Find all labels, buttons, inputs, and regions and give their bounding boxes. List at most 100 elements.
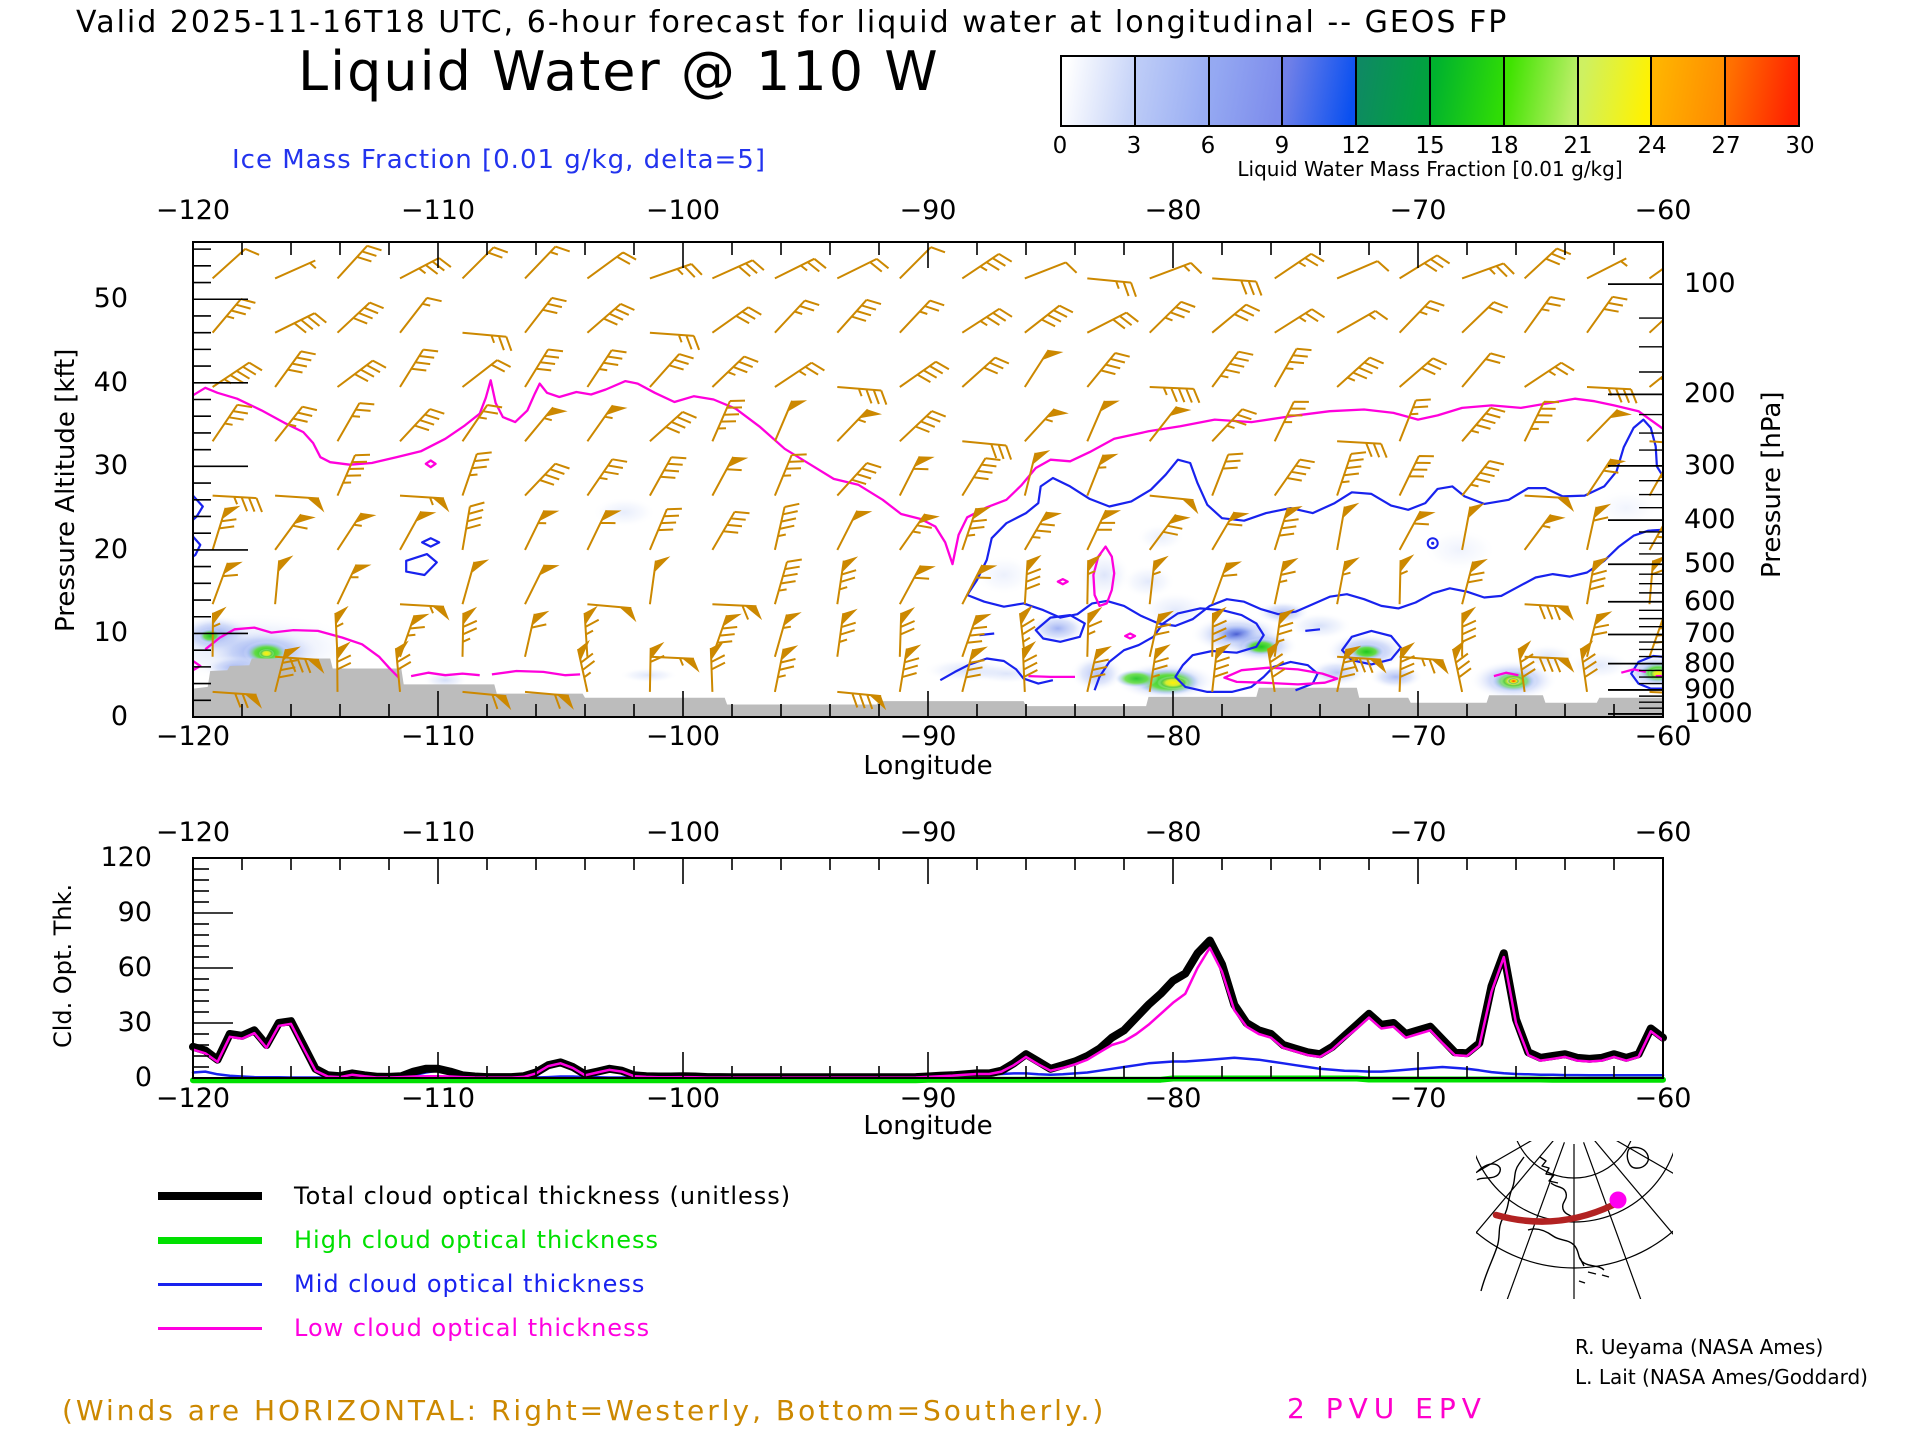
legend-item-mid: Mid cloud optical thickness xyxy=(158,1262,791,1306)
main-y-right-tick-label: 500 xyxy=(1684,548,1736,580)
lower-x-tick-label: −120 xyxy=(155,817,231,848)
main-y-left-tick-label: 40 xyxy=(93,366,128,398)
page-title: Liquid Water @ 110 W xyxy=(298,40,940,103)
epv-contour-label: 2 PVU EPV xyxy=(1287,1392,1487,1425)
main-x-tick-label: −90 xyxy=(899,721,957,752)
main-y-left-tick-label: 50 xyxy=(93,283,128,315)
lower-x-tick-label: −100 xyxy=(645,1083,721,1114)
optical-thickness-plot xyxy=(189,857,1667,1084)
main-x-tick-label: −110 xyxy=(400,721,476,752)
colorbar-segment xyxy=(1135,57,1210,125)
main-y-right-tick-label: 800 xyxy=(1684,647,1736,679)
main-x-tick-label: −110 xyxy=(400,195,476,226)
colorbar-tick-label: 9 xyxy=(1274,133,1290,159)
legend-label-total: Total cloud optical thickness (unitless) xyxy=(294,1182,792,1210)
main-x-tick-label: −70 xyxy=(1389,195,1447,226)
colorbar-tick-label: 30 xyxy=(1785,133,1815,159)
lower-x-tick-label: −80 xyxy=(1144,1083,1202,1114)
main-yaxis-left-title: Pressure Altitude [kft] xyxy=(51,348,81,632)
valid-time-line: Valid 2025-11-16T18 UTC, 6-hour forecast… xyxy=(76,5,1509,40)
colorbar-tick-label: 27 xyxy=(1711,133,1741,159)
cloud-legend: Total cloud optical thickness (unitless)… xyxy=(158,1174,791,1350)
main-x-tick-label: −60 xyxy=(1634,721,1692,752)
lower-x-tick-label: −80 xyxy=(1144,817,1202,848)
lower-x-tick-label: −90 xyxy=(899,1083,957,1114)
main-x-tick-label: −100 xyxy=(645,195,721,226)
lower-x-tick-label: −90 xyxy=(899,817,957,848)
colorbar-segment xyxy=(1504,57,1579,125)
main-y-left-tick-label: 0 xyxy=(110,701,128,732)
main-y-right-tick-label: 900 xyxy=(1684,673,1736,705)
colorbar-tick-label: 21 xyxy=(1563,133,1593,159)
colorbar-segment xyxy=(1357,57,1431,125)
lower-yaxis-title: Cld. Opt. Thk. xyxy=(49,883,77,1048)
lower-y-tick-label: 120 xyxy=(100,842,152,873)
lower-y-tick-label: 60 xyxy=(117,952,152,983)
low-line-swatch xyxy=(158,1326,262,1330)
main-x-tick-label: −80 xyxy=(1144,195,1202,226)
main-xaxis-title: Longitude xyxy=(863,751,993,781)
main-x-tick-label: −90 xyxy=(899,195,957,226)
legend-item-high: High cloud optical thickness xyxy=(158,1218,791,1262)
lower-x-tick-label: −70 xyxy=(1389,817,1447,848)
lower-x-tick-label: −110 xyxy=(400,1083,476,1114)
main-y-right-tick-label: 1000 xyxy=(1684,697,1753,729)
main-y-left-tick-label: 20 xyxy=(93,533,128,565)
main-x-tick-label: −100 xyxy=(645,721,721,752)
main-x-tick-label: −120 xyxy=(155,195,231,226)
credit-line-1: R. Ueyama (NASA Ames) xyxy=(1575,1335,1824,1359)
legend-item-total: Total cloud optical thickness (unitless) xyxy=(158,1174,791,1218)
main-x-tick-label: −60 xyxy=(1634,195,1692,226)
main-y-right-tick-label: 200 xyxy=(1684,378,1736,410)
colorbar-label: Liquid Water Mass Fraction [0.01 g/kg] xyxy=(1237,157,1623,181)
liquid-water-colorbar xyxy=(1060,55,1800,127)
credit-line-2: L. Lait (NASA Ames/Goddard) xyxy=(1575,1365,1868,1389)
mid-line-swatch xyxy=(158,1282,262,1286)
lower-x-tick-label: −70 xyxy=(1389,1083,1447,1114)
colorbar-tick-label: 15 xyxy=(1415,133,1445,159)
main-y-right-tick-label: 700 xyxy=(1684,618,1736,650)
colorbar-segment xyxy=(1652,57,1727,125)
main-y-right-tick-label: 100 xyxy=(1684,268,1736,300)
lower-x-tick-label: −110 xyxy=(400,817,476,848)
main-x-tick-label: −120 xyxy=(155,721,231,752)
lower-x-tick-label: −100 xyxy=(645,817,721,848)
colorbar-segment xyxy=(1062,57,1136,125)
colorbar-tick-label: 0 xyxy=(1052,133,1068,159)
colorbar-tick-label: 3 xyxy=(1126,133,1142,159)
colorbar-tick-label: 18 xyxy=(1489,133,1519,159)
lower-y-tick-label: 30 xyxy=(117,1007,152,1038)
legend-label-low: Low cloud optical thickness xyxy=(294,1314,651,1342)
main-y-left-tick-label: 10 xyxy=(93,617,128,649)
colorbar-segment xyxy=(1209,57,1284,125)
lower-y-tick-label: 90 xyxy=(117,897,152,928)
main-x-tick-label: −70 xyxy=(1389,721,1447,752)
colorbar-tick-label: 24 xyxy=(1637,133,1667,159)
winds-note: (Winds are HORIZONTAL: Right=Westerly, B… xyxy=(62,1394,1107,1427)
legend-label-mid: Mid cloud optical thickness xyxy=(294,1270,646,1298)
legend-item-low: Low cloud optical thickness xyxy=(158,1306,791,1350)
main-y-right-tick-label: 400 xyxy=(1684,504,1736,536)
legend-label-high: High cloud optical thickness xyxy=(294,1226,659,1254)
high-line-swatch xyxy=(158,1236,262,1244)
total-line-swatch xyxy=(158,1192,262,1200)
main-cross-section-plot xyxy=(192,241,1664,718)
colorbar-segment xyxy=(1726,57,1798,125)
colorbar-tick-label: 12 xyxy=(1341,133,1371,159)
main-x-tick-label: −80 xyxy=(1144,721,1202,752)
lower-x-tick-label: −120 xyxy=(155,1083,231,1114)
ice-contour-subtitle: Ice Mass Fraction [0.01 g/kg, delta=5] xyxy=(232,145,766,175)
main-y-right-tick-label: 300 xyxy=(1684,449,1736,481)
colorbar-segment xyxy=(1430,57,1505,125)
main-y-left-tick-label: 30 xyxy=(93,450,128,482)
lower-xaxis-title: Longitude xyxy=(863,1111,993,1141)
lower-x-tick-label: −60 xyxy=(1634,817,1692,848)
lower-y-tick-label: 0 xyxy=(134,1062,152,1093)
colorbar-segment xyxy=(1578,57,1653,125)
cross-section-location-dot xyxy=(1609,1191,1627,1209)
colorbar-tick-label: 6 xyxy=(1200,133,1216,159)
inset-locator-map xyxy=(1476,1141,1673,1299)
main-y-right-tick-label: 600 xyxy=(1684,585,1736,617)
